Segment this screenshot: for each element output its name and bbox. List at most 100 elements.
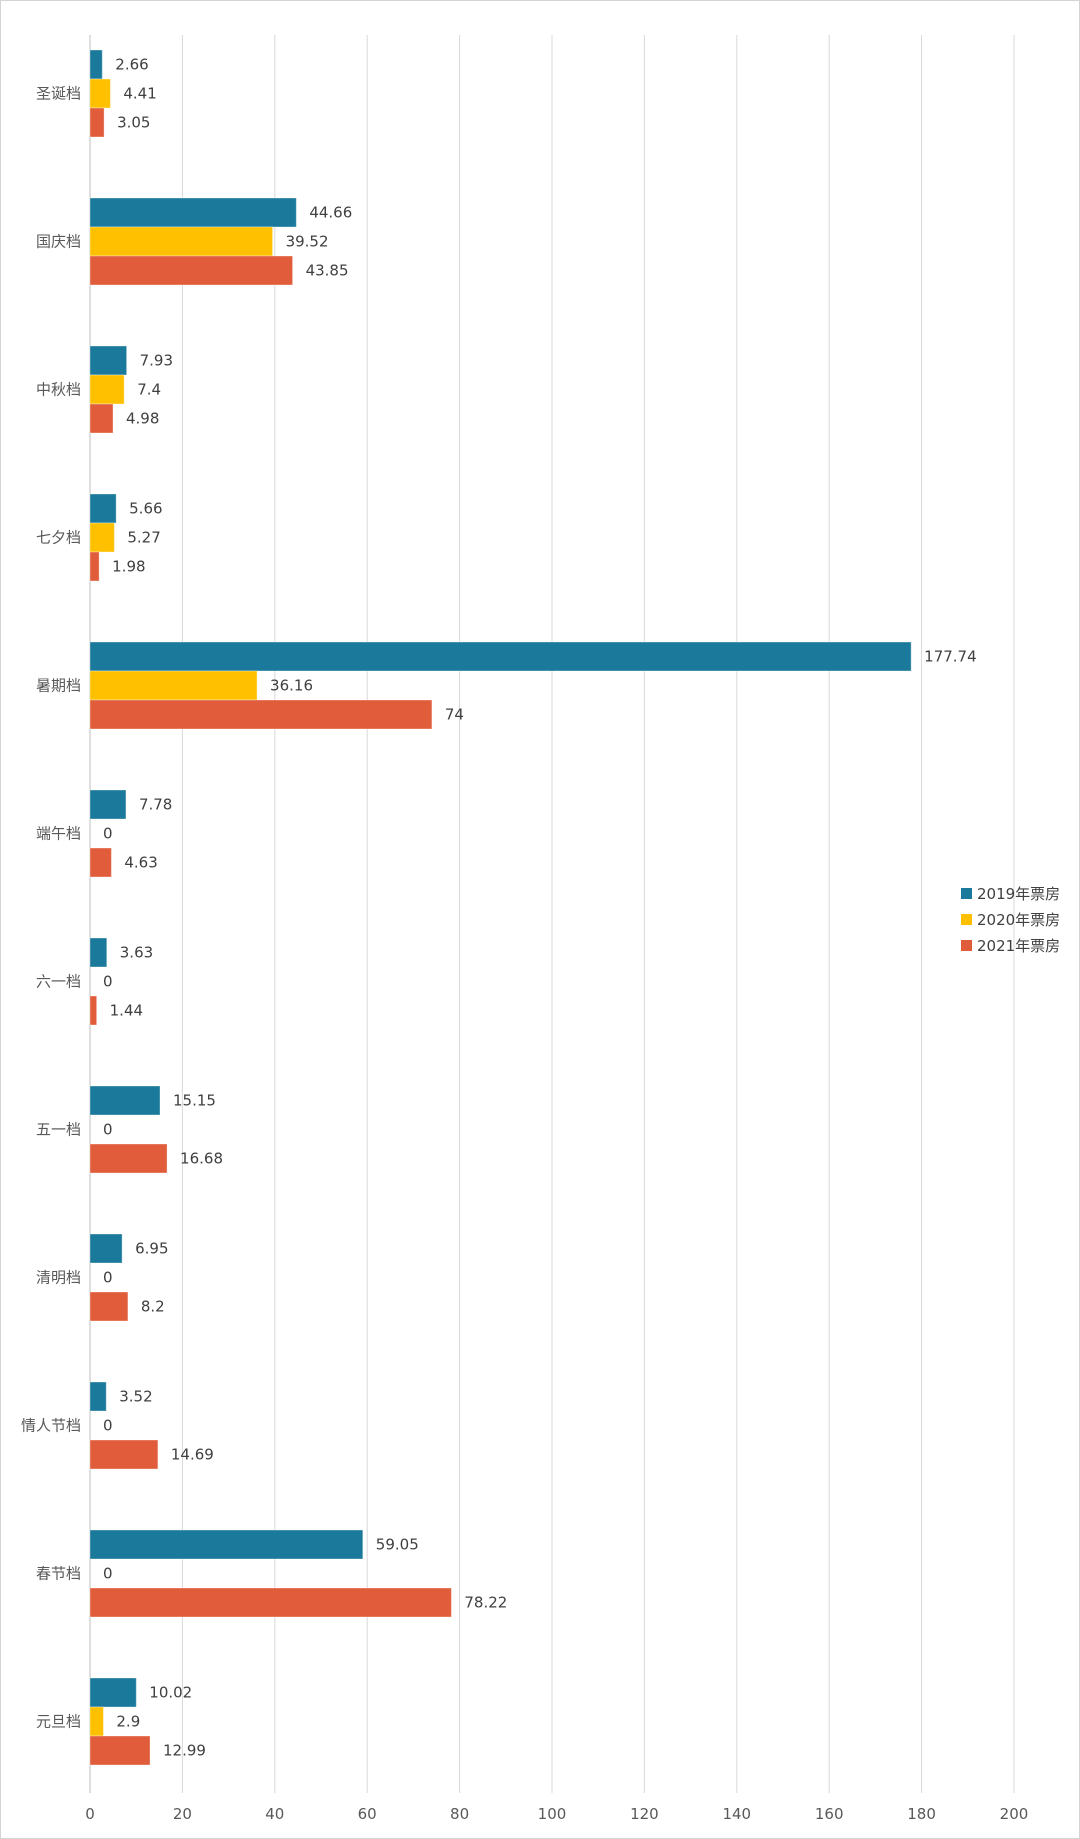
bar bbox=[89, 107, 105, 138]
x-tick-label: 60 bbox=[358, 1805, 377, 1823]
category-label: 国庆档 bbox=[36, 233, 81, 251]
bar bbox=[89, 1706, 104, 1737]
data-label: 3.63 bbox=[120, 944, 153, 962]
category-label: 五一档 bbox=[36, 1121, 81, 1139]
data-label: 7.4 bbox=[137, 381, 161, 399]
data-label: 16.68 bbox=[180, 1150, 223, 1168]
data-label: 0 bbox=[103, 1121, 113, 1139]
bar bbox=[89, 78, 111, 109]
bar bbox=[89, 255, 294, 286]
category-label: 暑期档 bbox=[36, 677, 81, 695]
bar bbox=[89, 345, 128, 376]
data-label: 0 bbox=[103, 973, 113, 991]
bar bbox=[89, 995, 98, 1026]
bar bbox=[89, 1143, 168, 1174]
category-label: 端午档 bbox=[36, 825, 81, 843]
bar bbox=[89, 403, 114, 434]
data-label: 3.05 bbox=[117, 114, 150, 132]
legend-swatch bbox=[961, 940, 972, 951]
bar bbox=[89, 670, 258, 701]
x-tick-label: 140 bbox=[722, 1805, 751, 1823]
category-label: 圣诞档 bbox=[36, 85, 81, 103]
bar bbox=[89, 226, 274, 257]
data-label: 5.66 bbox=[129, 500, 162, 518]
category-label: 清明档 bbox=[36, 1269, 81, 1287]
data-label: 0 bbox=[103, 1269, 113, 1287]
data-label: 12.99 bbox=[163, 1742, 206, 1760]
data-label: 0 bbox=[103, 825, 113, 843]
bar bbox=[89, 1233, 123, 1264]
data-label: 7.78 bbox=[139, 796, 172, 814]
bar bbox=[89, 551, 100, 582]
data-label: 14.69 bbox=[171, 1446, 214, 1464]
bar bbox=[89, 374, 125, 405]
bars bbox=[89, 49, 912, 1766]
bar bbox=[89, 493, 117, 524]
data-label: 0 bbox=[103, 1417, 113, 1435]
gridlines bbox=[89, 35, 1015, 1793]
data-label: 43.85 bbox=[306, 262, 349, 280]
data-label: 4.98 bbox=[126, 410, 159, 428]
bar bbox=[89, 1677, 137, 1708]
x-tick-label: 200 bbox=[1000, 1805, 1029, 1823]
data-label: 1.98 bbox=[112, 558, 145, 576]
data-label: 0 bbox=[103, 1565, 113, 1583]
data-label: 177.74 bbox=[924, 648, 977, 666]
data-label: 59.05 bbox=[376, 1536, 419, 1554]
bar bbox=[89, 789, 127, 820]
legend-swatch bbox=[961, 914, 972, 925]
bar bbox=[89, 197, 297, 228]
category-label: 情人节档 bbox=[21, 1417, 81, 1435]
bar bbox=[89, 1291, 129, 1322]
bar bbox=[89, 1735, 151, 1766]
bar bbox=[89, 641, 912, 672]
data-label: 3.52 bbox=[119, 1388, 152, 1406]
x-tick-label: 20 bbox=[173, 1805, 192, 1823]
data-label: 15.15 bbox=[173, 1092, 216, 1110]
bar bbox=[89, 1529, 364, 1560]
data-label: 74 bbox=[445, 706, 464, 724]
bar bbox=[89, 847, 112, 878]
bar bbox=[89, 1439, 159, 1470]
data-label: 1.44 bbox=[110, 1002, 143, 1020]
x-tick-label: 160 bbox=[815, 1805, 844, 1823]
data-label: 5.27 bbox=[127, 529, 160, 547]
data-label: 36.16 bbox=[270, 677, 313, 695]
data-label: 78.22 bbox=[464, 1594, 507, 1612]
bar bbox=[89, 1587, 452, 1618]
legend-label: 2021年票房 bbox=[977, 937, 1060, 955]
category-label: 元旦档 bbox=[36, 1713, 81, 1731]
x-tick-label: 40 bbox=[265, 1805, 284, 1823]
bar bbox=[89, 522, 115, 553]
x-tick-label: 80 bbox=[450, 1805, 469, 1823]
data-label: 7.93 bbox=[140, 352, 173, 370]
category-label: 六一档 bbox=[36, 973, 81, 991]
bar bbox=[89, 1085, 161, 1116]
data-label: 2.9 bbox=[116, 1713, 140, 1731]
x-tick-label: 100 bbox=[538, 1805, 567, 1823]
x-tick-label: 180 bbox=[907, 1805, 936, 1823]
data-label: 6.95 bbox=[135, 1240, 168, 1258]
bar bbox=[89, 1381, 107, 1412]
data-label: 4.41 bbox=[123, 85, 156, 103]
legend: 2019年票房 2020年票房 2021年票房 bbox=[961, 885, 1060, 955]
x-tick-label: 0 bbox=[85, 1805, 95, 1823]
bar bbox=[89, 937, 108, 968]
labels: 0 20 40 60 80 100 120 140 160 180 200 圣诞档 2.66 4.41 3.… bbox=[21, 56, 1028, 1824]
x-tick-label: 120 bbox=[630, 1805, 659, 1823]
data-label: 39.52 bbox=[286, 233, 329, 251]
data-label: 8.2 bbox=[141, 1298, 165, 1316]
data-label: 4.63 bbox=[124, 854, 157, 872]
bar bbox=[89, 49, 103, 80]
legend-label: 2019年票房 bbox=[977, 885, 1060, 903]
legend-swatch bbox=[961, 888, 972, 899]
category-label: 春节档 bbox=[36, 1565, 81, 1583]
category-label: 七夕档 bbox=[36, 529, 81, 547]
bar bbox=[89, 699, 433, 730]
data-label: 10.02 bbox=[149, 1684, 192, 1702]
category-label: 中秋档 bbox=[36, 381, 81, 399]
data-label: 2.66 bbox=[115, 56, 148, 74]
data-label: 44.66 bbox=[309, 204, 352, 222]
